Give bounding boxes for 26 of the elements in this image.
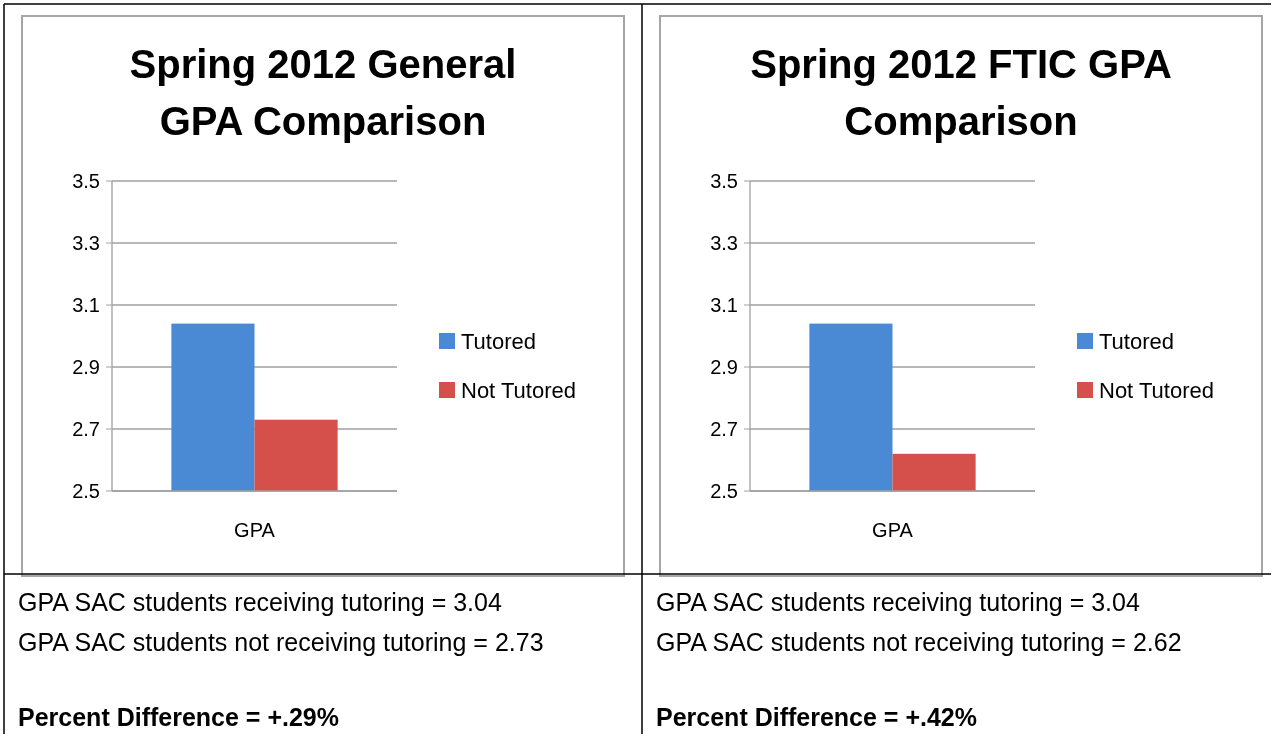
y-tick-label: 2.9 xyxy=(710,356,738,378)
text: GPA SAC students receiving tutoring = 3.04 xyxy=(656,588,1140,616)
legend-label: Tutored xyxy=(461,328,537,354)
legend-label: Tutored xyxy=(1099,328,1175,354)
y-tick-label: 3.3 xyxy=(72,232,100,254)
y-tick-label: 2.5 xyxy=(710,480,738,502)
text: Percent Difference = +.42% xyxy=(656,703,977,731)
y-tick-label: 3.5 xyxy=(72,170,100,192)
y-tick-label: 2.7 xyxy=(710,418,738,440)
y-tick-label: 3.3 xyxy=(710,232,738,254)
y-tick-label: 2.9 xyxy=(72,356,100,378)
text: GPA SAC students not receiving tutoring = 2.73 xyxy=(18,628,544,656)
text: GPA SAC students not receiving tutoring = 2.62 xyxy=(656,628,1182,656)
text: Percent Difference = +.29% xyxy=(18,703,339,731)
y-tick-label: 2.7 xyxy=(72,418,100,440)
legend-label: Not Tutored xyxy=(461,377,576,403)
y-tick-label: 3.1 xyxy=(710,294,738,316)
text: GPA SAC students receiving tutoring = 3.04 xyxy=(18,588,502,616)
x-tick-label: GPA xyxy=(234,519,276,541)
x-tick-label: GPA xyxy=(872,519,914,541)
y-tick-label: 3.5 xyxy=(710,170,738,192)
y-tick-label: 2.5 xyxy=(72,480,100,502)
chart-title: Spring 2012 FTIC GPA Comparison xyxy=(750,42,1172,143)
y-tick-label: 3.1 xyxy=(72,294,100,316)
legend-label: Not Tutored xyxy=(1099,377,1214,403)
chart-title: Spring 2012 General GPA Comparison xyxy=(129,42,517,143)
